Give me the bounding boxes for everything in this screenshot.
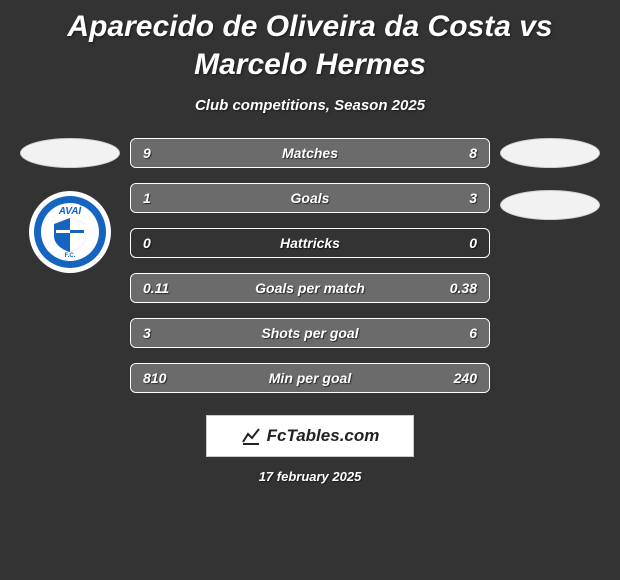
stats-area: AVAÍ F.C. 9Matches8 1Goals3 0Hattricks0 0.1… — [10, 138, 610, 393]
brand-box: FcTables.com — [206, 415, 415, 457]
club-badge-right — [500, 190, 600, 220]
stat-value-right: 8 — [469, 139, 477, 167]
left-player-side: AVAÍ F.C. — [20, 138, 120, 274]
brand-icon — [241, 426, 261, 446]
stat-row: 810Min per goal240 — [130, 363, 490, 393]
player-right-avatar — [500, 138, 600, 168]
stat-label: Goals — [131, 184, 489, 212]
stat-label: Matches — [131, 139, 489, 167]
stat-value-right: 3 — [469, 184, 477, 212]
stat-label: Shots per goal — [131, 319, 489, 347]
footer: FcTables.com 17 february 2025 — [10, 415, 610, 484]
stat-row: 1Goals3 — [130, 183, 490, 213]
stat-row: 9Matches8 — [130, 138, 490, 168]
stat-row: 0Hattricks0 — [130, 228, 490, 258]
stat-row: 3Shots per goal6 — [130, 318, 490, 348]
stat-value-right: 240 — [454, 364, 477, 392]
brand-text: FcTables.com — [267, 426, 380, 446]
player-left-avatar — [20, 138, 120, 168]
stat-value-right: 6 — [469, 319, 477, 347]
comparison-card: Aparecido de Oliveira da Costa vs Marcel… — [0, 0, 620, 580]
club-badge-left: AVAÍ F.C. — [28, 190, 112, 274]
page-title: Aparecido de Oliveira da Costa vs Marcel… — [10, 0, 610, 89]
stat-label: Goals per match — [131, 274, 489, 302]
stat-bars: 9Matches8 1Goals3 0Hattricks0 0.11Goals per… — [130, 138, 490, 393]
stat-row: 0.11Goals per match0.38 — [130, 273, 490, 303]
svg-text:AVAÍ: AVAÍ — [58, 204, 84, 217]
svg-text:F.C.: F.C. — [65, 253, 76, 259]
right-player-side — [500, 138, 600, 242]
subtitle: Club competitions, Season 2025 — [10, 97, 610, 114]
stat-value-right: 0 — [469, 229, 477, 257]
stat-label: Min per goal — [131, 364, 489, 392]
stat-value-right: 0.38 — [450, 274, 477, 302]
stat-label: Hattricks — [131, 229, 489, 257]
date-text: 17 february 2025 — [259, 469, 362, 484]
